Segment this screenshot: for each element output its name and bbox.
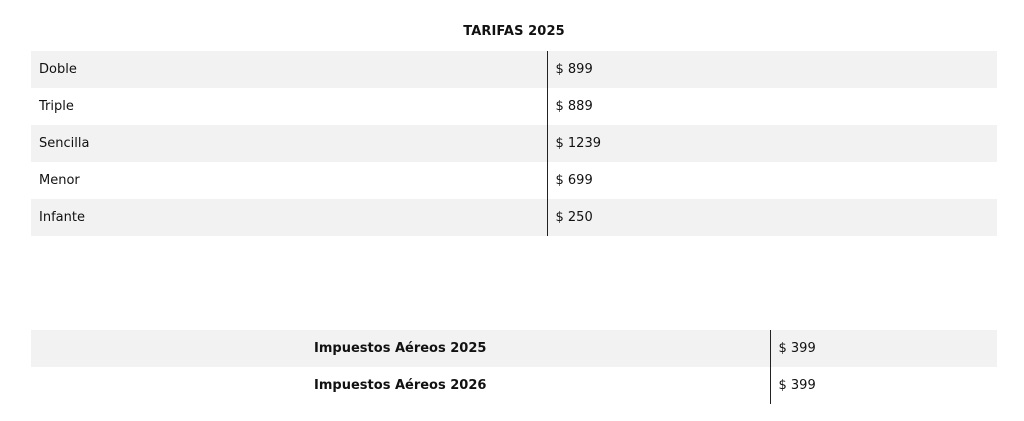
rate-price: $ 699 <box>546 162 997 199</box>
taxes-table: Impuestos Aéreos 2025 $ 399 Impuestos Aé… <box>31 330 997 404</box>
rate-name: Infante <box>31 199 547 236</box>
table-row: Impuestos Aéreos 2025 $ 399 <box>31 330 997 367</box>
rate-price: $ 1239 <box>546 125 997 162</box>
table-row: Triple $ 889 <box>31 88 997 125</box>
rate-price: $ 899 <box>546 51 997 88</box>
rate-name: Menor <box>39 173 80 188</box>
rate-name: Triple <box>39 99 74 114</box>
rates-table: Doble $ 899 Triple $ 889 Sencilla $ 1239… <box>31 51 997 236</box>
rate-name: Doble <box>31 51 547 88</box>
tax-price: $ 399 <box>769 367 997 404</box>
tax-name: Impuestos Aéreos 2026 <box>314 378 487 393</box>
table-row: Doble $ 899 <box>31 51 997 88</box>
table-row: Sencilla $ 1239 <box>31 125 997 162</box>
rate-name: Sencilla <box>31 125 547 162</box>
table-row: Menor $ 699 <box>31 162 997 199</box>
tax-price: $ 399 <box>769 330 997 367</box>
rates-title: TARIFAS 2025 <box>463 24 565 39</box>
rate-price: $ 250 <box>546 199 997 236</box>
table-row: Impuestos Aéreos 2026 $ 399 <box>31 367 997 404</box>
tax-name: Impuestos Aéreos 2025 <box>31 330 770 367</box>
rate-price: $ 889 <box>546 88 997 125</box>
table-row: Infante $ 250 <box>31 199 997 236</box>
